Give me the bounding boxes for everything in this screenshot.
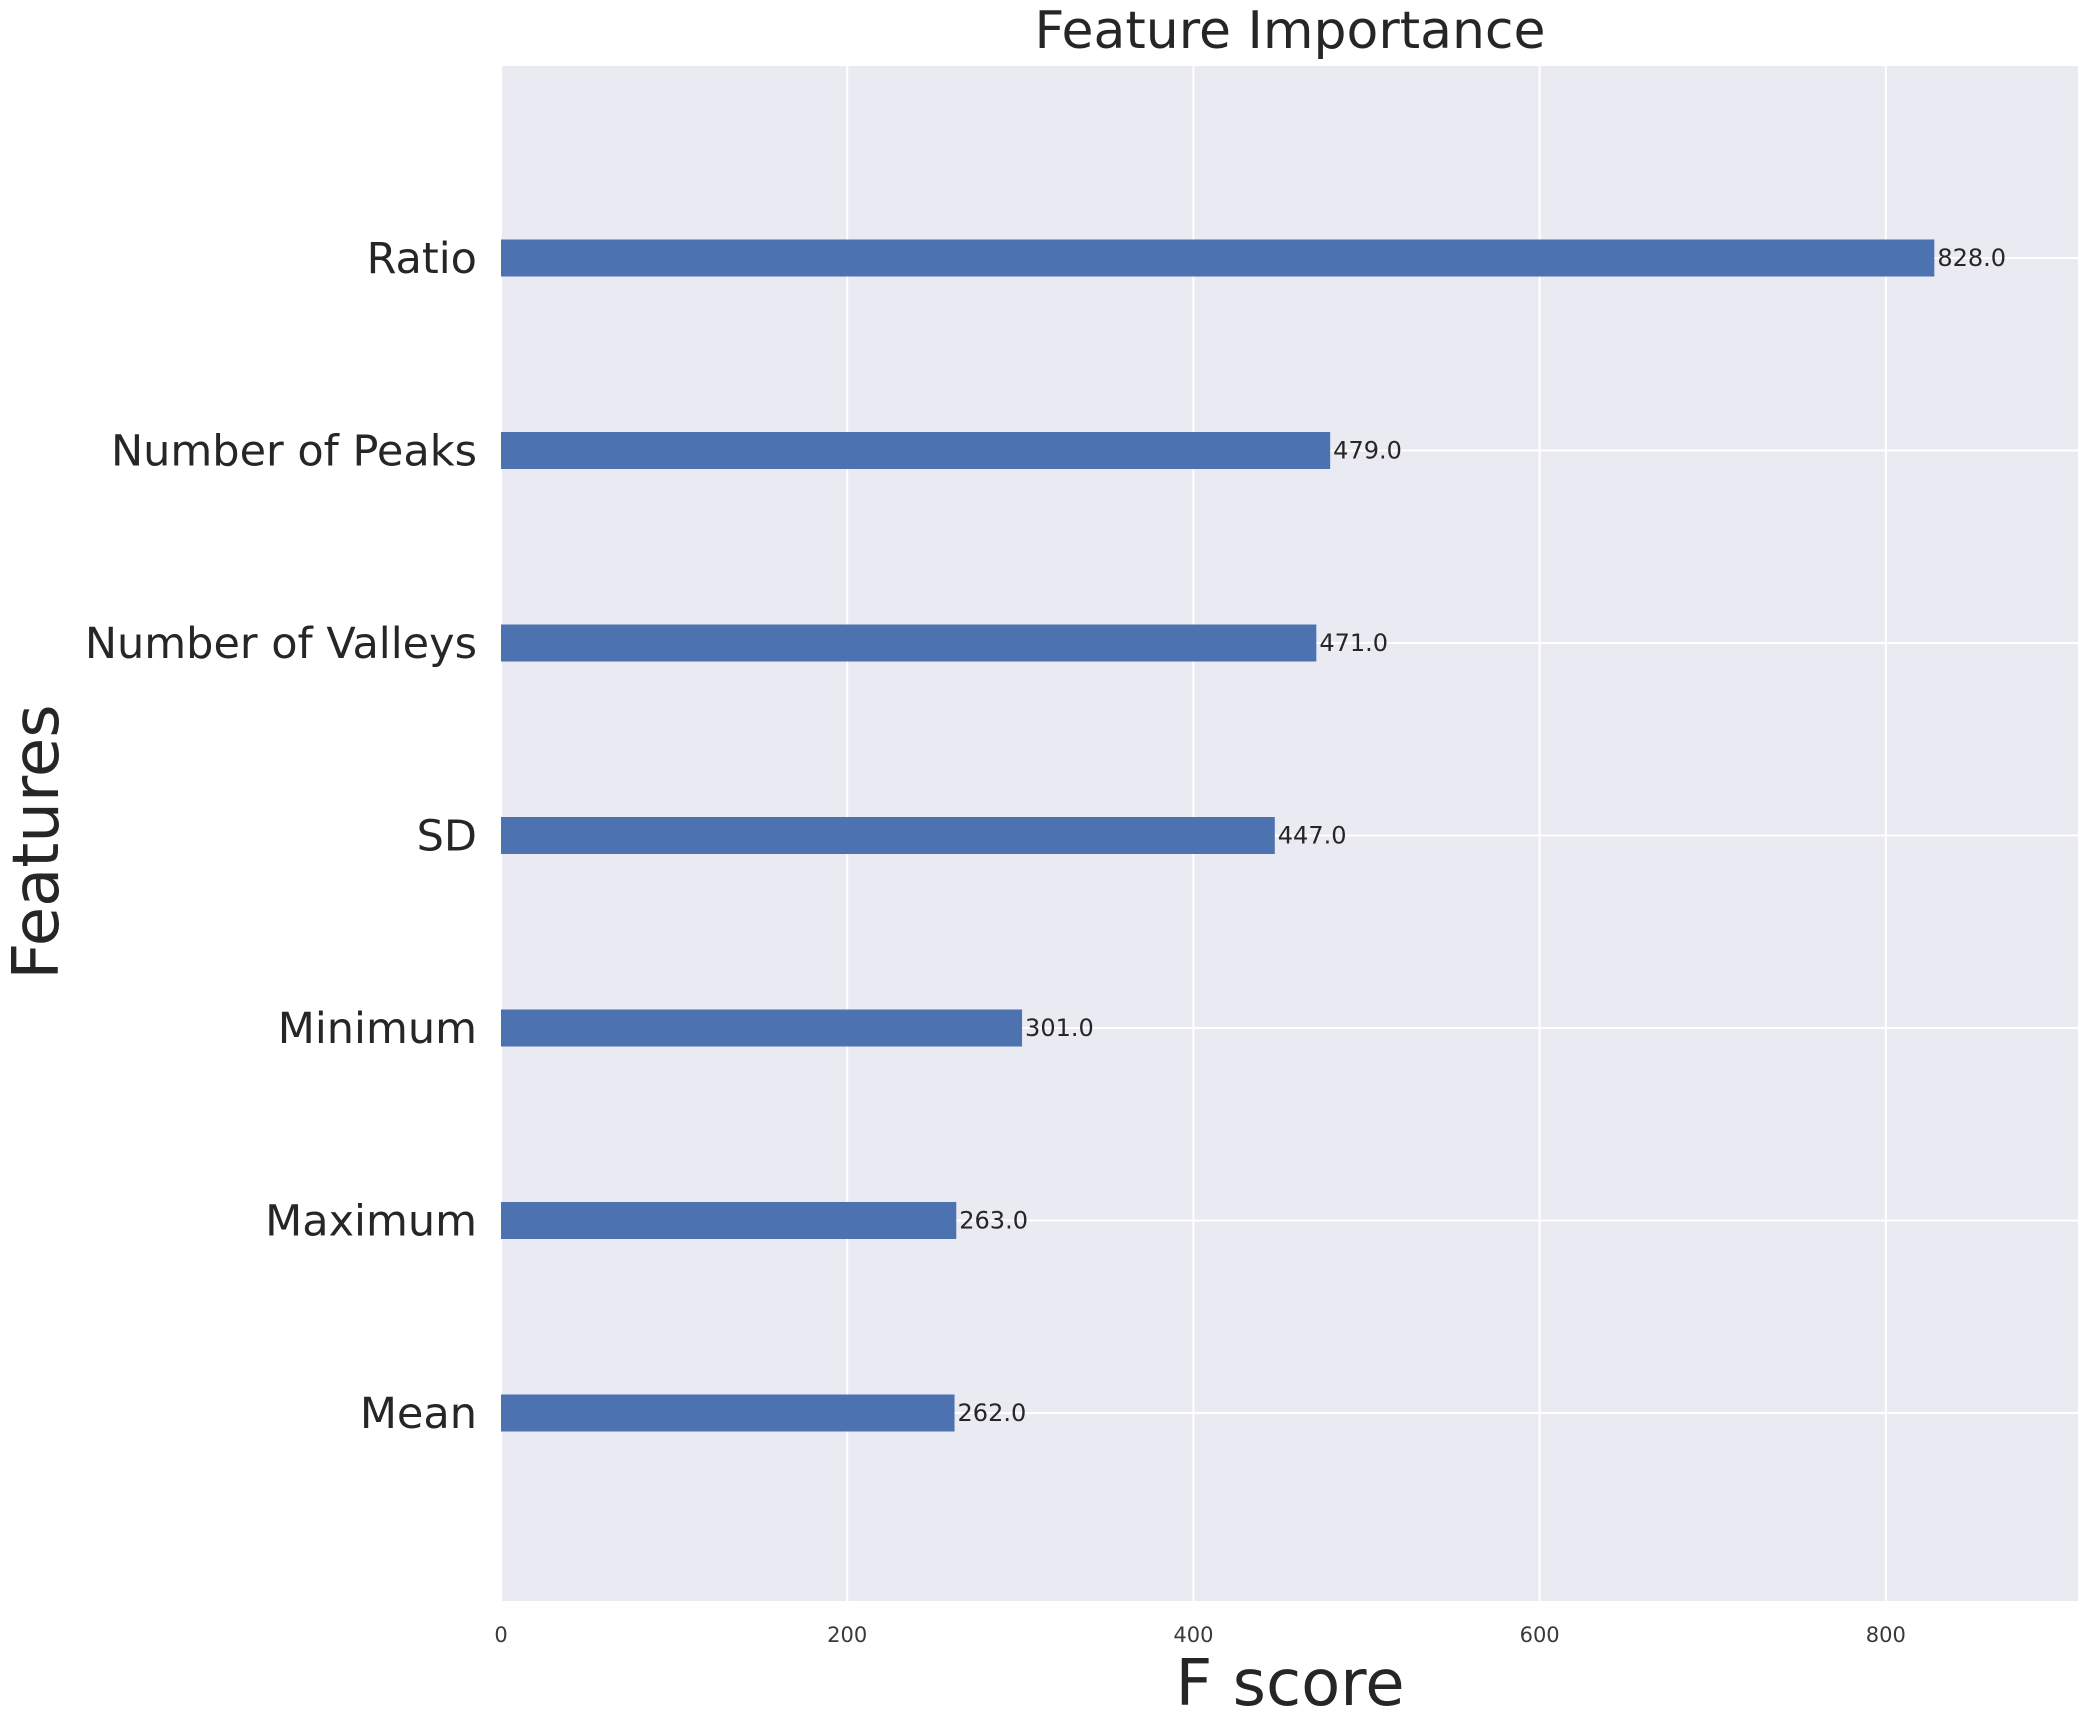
y-tick-label: Ratio — [367, 234, 477, 284]
x-tick-label: 600 — [1520, 1623, 1560, 1647]
y-axis-label: Features — [0, 704, 74, 979]
bar — [501, 1394, 955, 1432]
x-tick-label: 200 — [827, 1623, 867, 1647]
x-tick-label: 400 — [1173, 1623, 1213, 1647]
x-tick-label: 800 — [1866, 1623, 1906, 1647]
x-tick-labels: 0 200 400 600 800 — [494, 1623, 1906, 1647]
value-labels: 828.0 479.0 471.0 447.0 301.0 263.0 262.0 — [958, 244, 2007, 1427]
bar-value-label: 471.0 — [1319, 629, 1388, 657]
y-tick-label: Number of Valleys — [85, 619, 477, 669]
y-tick-label: Mean — [360, 1389, 477, 1439]
bar — [501, 239, 1935, 277]
chart-title: Feature Importance — [1034, 1, 1545, 61]
y-tick-labels: Ratio Number of Peaks Number of Valleys SD M… — [85, 234, 477, 1439]
y-tick-label: Number of Peaks — [111, 427, 477, 477]
bar-value-label: 828.0 — [1937, 244, 2006, 272]
y-tick-label: Maximum — [265, 1197, 477, 1247]
bar — [501, 624, 1317, 662]
y-tick-label: Minimum — [278, 1004, 477, 1054]
x-axis-label: F score — [1175, 1647, 1404, 1721]
bar-value-label: 447.0 — [1278, 822, 1347, 850]
bar — [501, 1009, 1023, 1047]
bar-value-label: 263.0 — [959, 1207, 1028, 1235]
x-tick-label: 0 — [494, 1623, 507, 1647]
bar — [501, 817, 1275, 854]
bar-value-label: 479.0 — [1333, 437, 1402, 465]
y-tick-label: SD — [417, 812, 477, 862]
bar — [501, 432, 1331, 469]
bar-value-label: 262.0 — [958, 1399, 1027, 1427]
bar — [501, 1202, 957, 1239]
bars — [501, 239, 1935, 1432]
bar-value-label: 301.0 — [1025, 1014, 1094, 1042]
